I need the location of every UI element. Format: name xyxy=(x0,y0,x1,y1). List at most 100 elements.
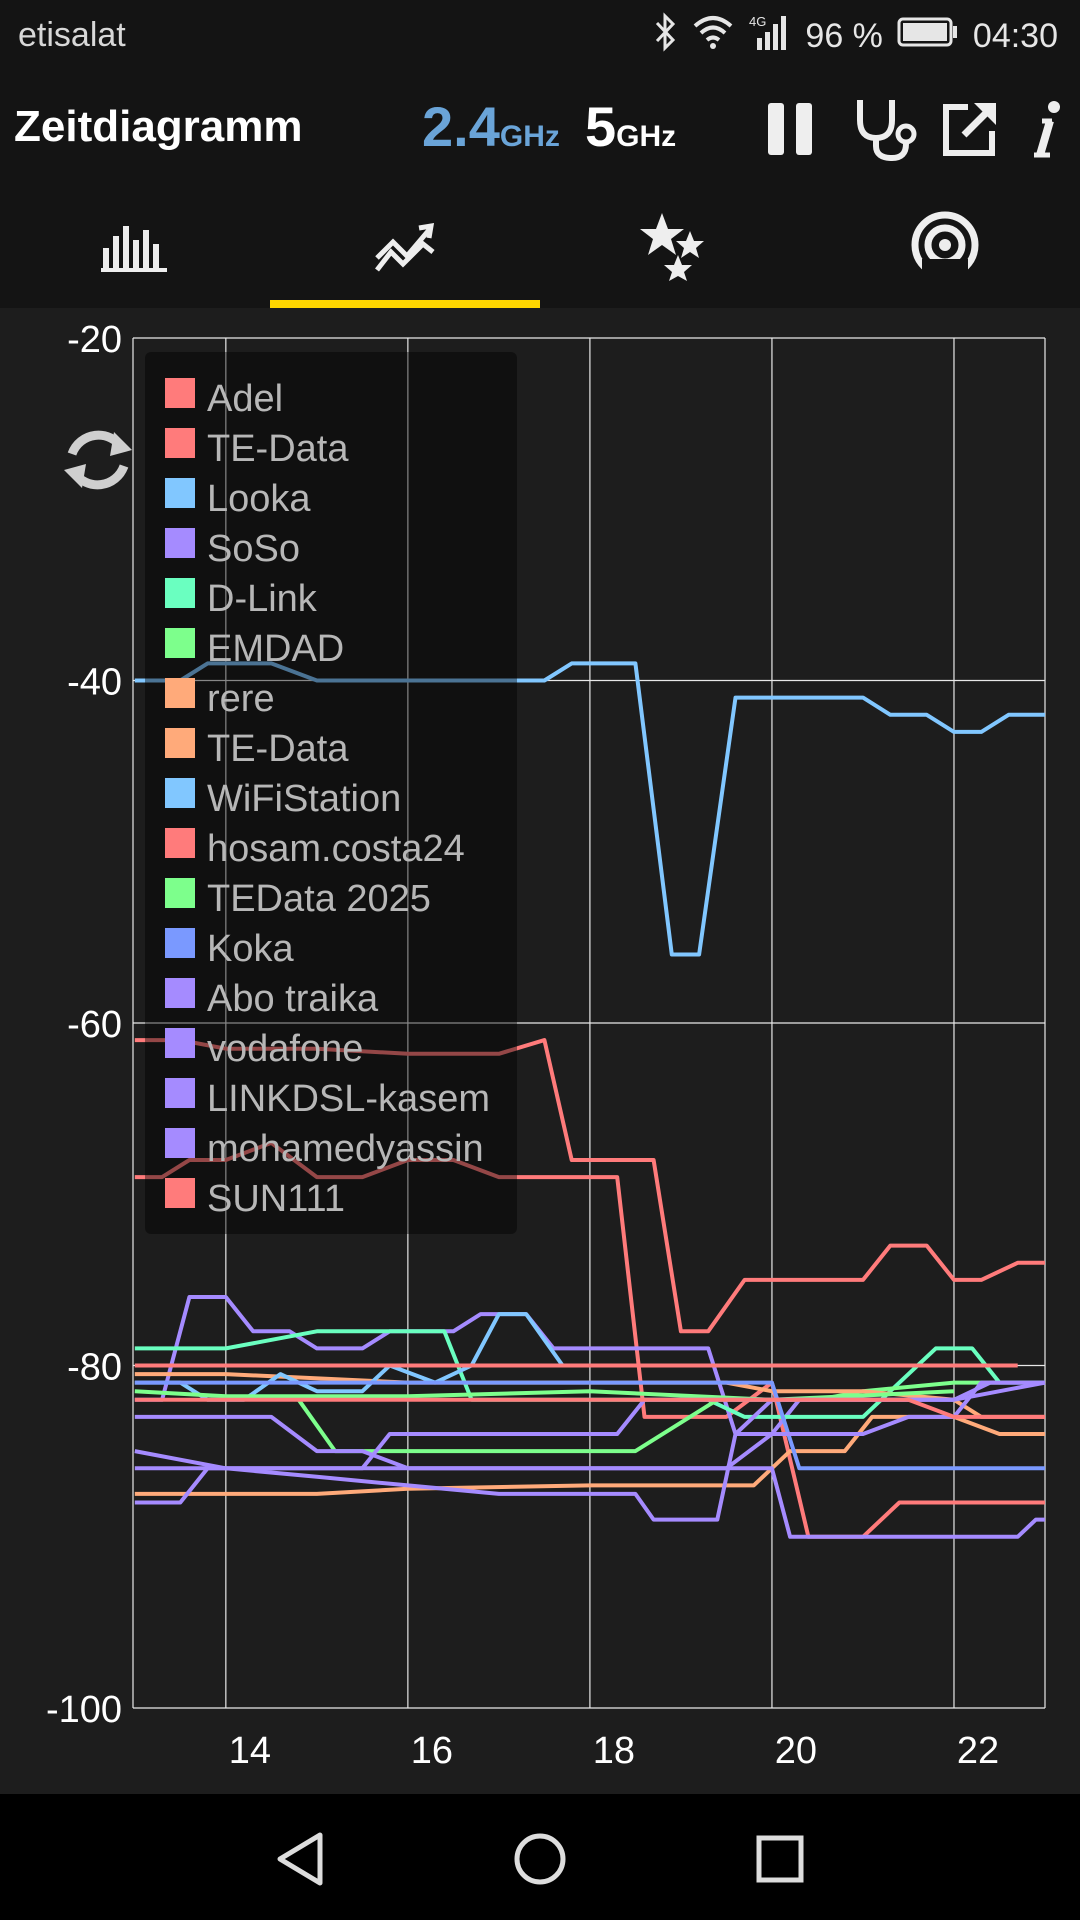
legend-swatch xyxy=(165,778,195,808)
legend-label: Koka xyxy=(207,927,294,970)
band-24ghz-toggle[interactable]: 2.4GHz xyxy=(422,94,560,159)
refresh-button[interactable] xyxy=(58,420,138,500)
pause-icon xyxy=(768,103,812,155)
legend-swatch xyxy=(165,428,195,458)
legend-item: Koka xyxy=(165,924,294,974)
legend-item: vodafone xyxy=(165,1024,363,1074)
y-tick-label: -80 xyxy=(67,1347,122,1389)
legend-swatch xyxy=(165,728,195,758)
y-tick-label: -60 xyxy=(67,1004,122,1046)
legend-label: rere xyxy=(207,677,275,720)
legend-label: D-Link xyxy=(207,577,317,620)
recents-icon xyxy=(756,1835,804,1883)
series-line-3 xyxy=(134,1295,1045,1436)
channel-graph-icon xyxy=(101,226,167,272)
status-icons: 4G 96 % 04:30 xyxy=(653,11,1058,61)
home-button[interactable] xyxy=(505,1824,575,1894)
legend-label: SUN111 xyxy=(207,1177,345,1220)
access-points-icon xyxy=(911,211,979,281)
series-line-0 xyxy=(134,1038,1045,1334)
legend-label: WiFiStation xyxy=(207,777,402,820)
series-line-8 xyxy=(134,1312,590,1402)
y-tick-label: -40 xyxy=(67,662,122,704)
band-5ghz-value: 5 xyxy=(585,95,617,158)
y-tick-label: -100 xyxy=(46,1689,122,1731)
x-tick-label: 20 xyxy=(775,1730,817,1772)
legend-item: TE-Data xyxy=(165,724,348,774)
carrier-name: etisalat xyxy=(18,16,126,54)
legend-label: LINKDSL-kasem xyxy=(207,1077,490,1120)
band-24ghz-value: 2.4 xyxy=(422,95,500,158)
chart-canvas: -20 -40 -60 -80 -100 14 16 18 20 22 xyxy=(46,319,1046,1772)
y-tick-label: -20 xyxy=(67,319,122,361)
chart-legend: Adel TE-Data Looka SoSo D-Link EMDAD rere TE-Da… xyxy=(145,352,517,1234)
legend-swatch xyxy=(165,1028,195,1058)
pause-button[interactable] xyxy=(755,94,825,164)
legend-swatch xyxy=(165,978,195,1008)
legend-item: D-Link xyxy=(165,574,317,624)
home-icon xyxy=(514,1833,566,1885)
tab-channel-graph[interactable] xyxy=(0,184,270,308)
back-button[interactable] xyxy=(265,1824,335,1894)
legend-label: hosam.costa24 xyxy=(207,827,465,870)
x-tick-label: 22 xyxy=(957,1730,999,1772)
refresh-icon xyxy=(64,430,132,490)
time-graph-icon xyxy=(375,222,435,272)
legend-item: Abo traika xyxy=(165,974,378,1024)
selected-tab-indicator xyxy=(270,300,540,308)
legend-swatch xyxy=(165,928,195,958)
share-icon xyxy=(943,103,996,156)
x-tick-label: 16 xyxy=(411,1730,453,1772)
series-line-16 xyxy=(134,1397,1045,1419)
wifi-icon xyxy=(693,14,733,59)
series-line-2 xyxy=(134,661,1045,957)
legend-swatch xyxy=(165,878,195,908)
info-button[interactable] xyxy=(1012,94,1080,164)
legend-item: WiFiStation xyxy=(165,774,401,824)
legend-label: EMDAD xyxy=(207,627,345,670)
legend-swatch xyxy=(165,1128,195,1158)
series-lines xyxy=(134,661,1046,1539)
tab-access-points[interactable] xyxy=(810,184,1080,308)
x-tick-label: 18 xyxy=(593,1730,635,1772)
legend-label: Abo traika xyxy=(207,977,379,1020)
legend-swatch xyxy=(165,1178,195,1208)
channel-rating-icon xyxy=(640,213,704,281)
band-5ghz-unit: GHz xyxy=(616,120,677,153)
legend-label: mohamedyassin xyxy=(207,1127,484,1170)
battery-percent: 96 % xyxy=(805,16,883,55)
tab-time-graph[interactable] xyxy=(270,184,540,308)
battery-icon xyxy=(897,16,959,57)
tab-bar xyxy=(0,184,1080,308)
series-line-11 xyxy=(134,1380,1045,1471)
legend-item: LINKDSL-kasem xyxy=(165,1074,490,1124)
legend-label: Looka xyxy=(207,477,311,520)
series-line-15 xyxy=(134,1466,1045,1539)
legend-swatch xyxy=(165,628,195,658)
legend-item: SUN111 xyxy=(165,1174,345,1224)
share-button[interactable] xyxy=(935,94,1005,164)
legend-item: Adel xyxy=(165,374,283,424)
stethoscope-icon xyxy=(857,100,917,162)
legend-item: rere xyxy=(165,674,275,724)
legend-label: Adel xyxy=(207,377,284,420)
info-icon xyxy=(1034,101,1060,158)
recents-button[interactable] xyxy=(745,1824,815,1894)
legend-swatch xyxy=(165,528,195,558)
legend-swatch xyxy=(165,1078,195,1108)
legend-item: mohamedyassin xyxy=(165,1124,484,1174)
legend-item: TEData 2025 xyxy=(165,874,431,924)
legend-label: TE-Data xyxy=(207,427,349,470)
legend-swatch xyxy=(165,478,195,508)
legend-swatch xyxy=(165,378,195,408)
diagnostics-button[interactable] xyxy=(852,94,922,164)
status-bar: etisalat 4G 96 % 04:30 xyxy=(0,0,1080,72)
x-tick-label: 14 xyxy=(229,1730,271,1772)
band-24ghz-unit: GHz xyxy=(499,120,560,153)
band-5ghz-toggle[interactable]: 5GHz xyxy=(585,94,676,159)
page-title: Zeitdiagramm xyxy=(14,102,303,151)
tab-channel-rating[interactable] xyxy=(540,184,810,308)
app-bar: Zeitdiagramm 2.4GHz 5GHz xyxy=(0,72,1080,184)
legend-item: hosam.costa24 xyxy=(165,824,465,874)
cellular-signal-icon: 4G xyxy=(747,12,791,61)
